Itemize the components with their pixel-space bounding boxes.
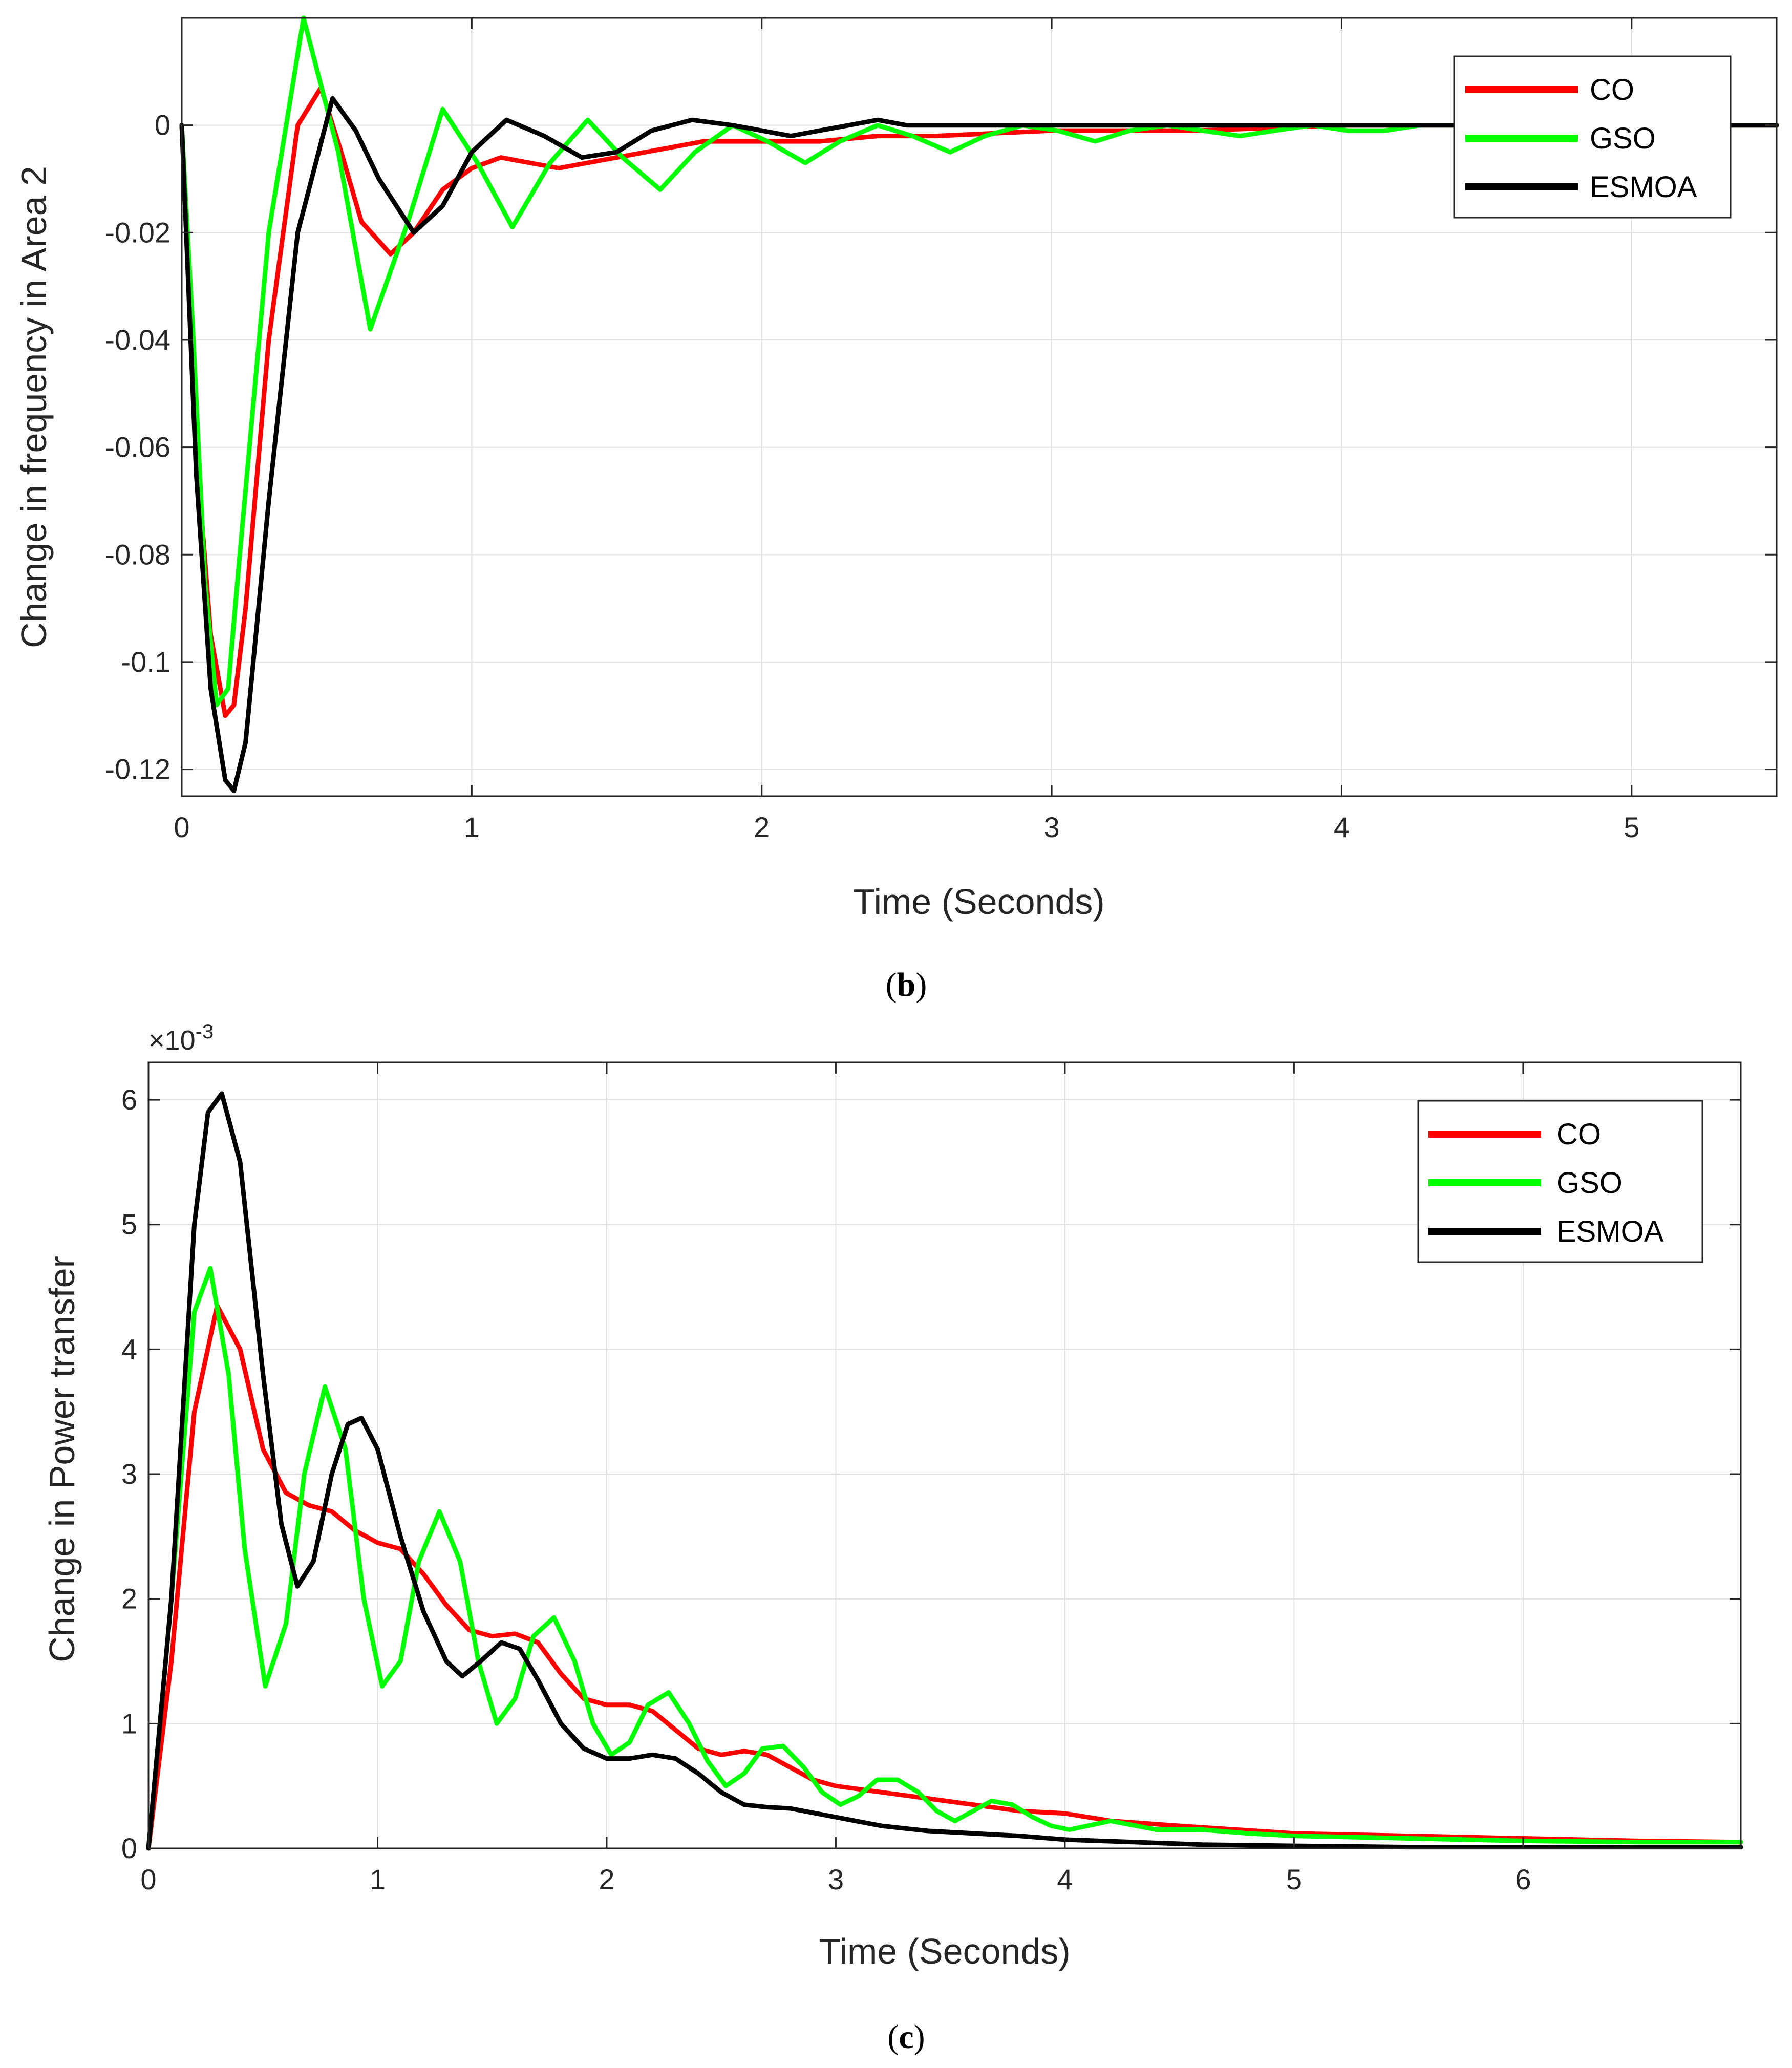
chart-c-ytick-label: 1 — [121, 1707, 137, 1739]
chart-b-legend-label-co: CO — [1590, 73, 1634, 106]
chart-b-caption-letter: b — [897, 966, 916, 1004]
chart-b-legend: CO GSO ESMOA — [1453, 55, 1732, 219]
chart-c-xtick-label: 6 — [1515, 1863, 1531, 1895]
chart-b-legend-label-gso: GSO — [1590, 122, 1656, 155]
chart-b-ytick-label: -0.06 — [105, 431, 170, 463]
chart-c-series-esmoa — [146, 1091, 1743, 1851]
chart-b-ytick-label: -0.08 — [105, 538, 170, 570]
chart-b-ylabel: Change in frequency in Area 2 — [14, 166, 54, 648]
chart-b-axes-box — [181, 17, 1778, 797]
chart-c-series — [146, 1091, 1743, 1851]
chart-c-ytick-label: 4 — [121, 1333, 137, 1365]
chart-b-ytick-label: -0.04 — [105, 324, 170, 356]
chart-b-legend-label-esmoa: ESMOA — [1590, 170, 1697, 204]
chart-c-caption: (c) — [887, 2018, 925, 2056]
chart-b-caption-open: ( — [886, 966, 897, 1004]
chart-c-power: 0 1 2 3 4 5 6 0 1 2 3 4 5 6 ×10-3 Time (Seconds) Chan… — [42, 1020, 1743, 2056]
chart-c-ytick-label: 6 — [121, 1083, 137, 1116]
chart-c-legend-label-gso: GSO — [1556, 1166, 1623, 1200]
chart-c-ticks: 0 1 2 3 4 5 6 0 1 2 3 4 5 6 — [121, 1062, 1741, 1895]
chart-b-xtick-label: 2 — [754, 811, 770, 843]
chart-b-xtick-label: 1 — [464, 811, 480, 843]
chart-c-exponent: ×10-3 — [148, 1020, 214, 1056]
chart-c-exponent-base: ×10 — [148, 1025, 196, 1056]
chart-c-caption-letter: c — [899, 2018, 913, 2056]
chart-c-axes-box — [147, 1061, 1742, 1849]
chart-c-ytick-label: 0 — [121, 1832, 137, 1864]
chart-c-caption-close: ) — [914, 2018, 925, 2056]
chart-b-caption: (b) — [886, 966, 927, 1004]
chart-b-xtick-label: 3 — [1044, 811, 1060, 843]
chart-b-xlabel: Time (Seconds) — [853, 882, 1104, 922]
chart-c-xlabel: Time (Seconds) — [819, 1931, 1070, 1971]
chart-c-xtick-label: 3 — [828, 1863, 844, 1895]
chart-c-ytick-label: 5 — [121, 1208, 137, 1241]
chart-c-xtick-label: 0 — [140, 1863, 156, 1895]
chart-b-ytick-label: 0 — [155, 109, 170, 141]
chart-c-xtick-label: 5 — [1286, 1863, 1302, 1895]
chart-c-series-co — [146, 1303, 1743, 1851]
chart-c-exponent-power: -3 — [196, 1020, 214, 1043]
chart-b-xtick-label: 0 — [174, 811, 189, 843]
chart-c-ytick-label: 3 — [121, 1458, 137, 1490]
chart-b-ticks: 0 1 2 3 4 5 0 -0.02 -0.04 -0.06 -0.08 -0.1 -0.12 — [105, 18, 1777, 843]
chart-c-xtick-label: 2 — [599, 1863, 614, 1895]
chart-c-caption-open: ( — [887, 2018, 899, 2056]
chart-b-ytick-label: -0.1 — [121, 646, 171, 678]
chart-b-ytick-label: -0.12 — [105, 753, 170, 785]
chart-b-xtick-label: 4 — [1334, 811, 1350, 843]
chart-b-caption-close: ) — [915, 966, 927, 1004]
chart-c-xtick-label: 1 — [370, 1863, 386, 1895]
chart-c-xtick-label: 4 — [1057, 1863, 1073, 1895]
chart-b-series-esmoa — [179, 96, 1779, 793]
chart-c-legend-label-co: CO — [1556, 1118, 1601, 1151]
chart-b-frequency: 0 1 2 3 4 5 0 -0.02 -0.04 -0.06 -0.08 -0.1 -0.12 Tim… — [14, 15, 1779, 1004]
chart-c-ytick-label: 2 — [121, 1583, 137, 1615]
chart-c-ylabel: Change in Power transfer — [42, 1256, 82, 1662]
chart-c-series-gso — [146, 1266, 1743, 1851]
chart-c-legend: CO GSO ESMOA — [1417, 1100, 1703, 1263]
chart-b-xtick-label: 5 — [1624, 811, 1639, 843]
chart-b-ytick-label: -0.02 — [105, 216, 170, 248]
chart-c-legend-label-esmoa: ESMOA — [1556, 1215, 1664, 1248]
